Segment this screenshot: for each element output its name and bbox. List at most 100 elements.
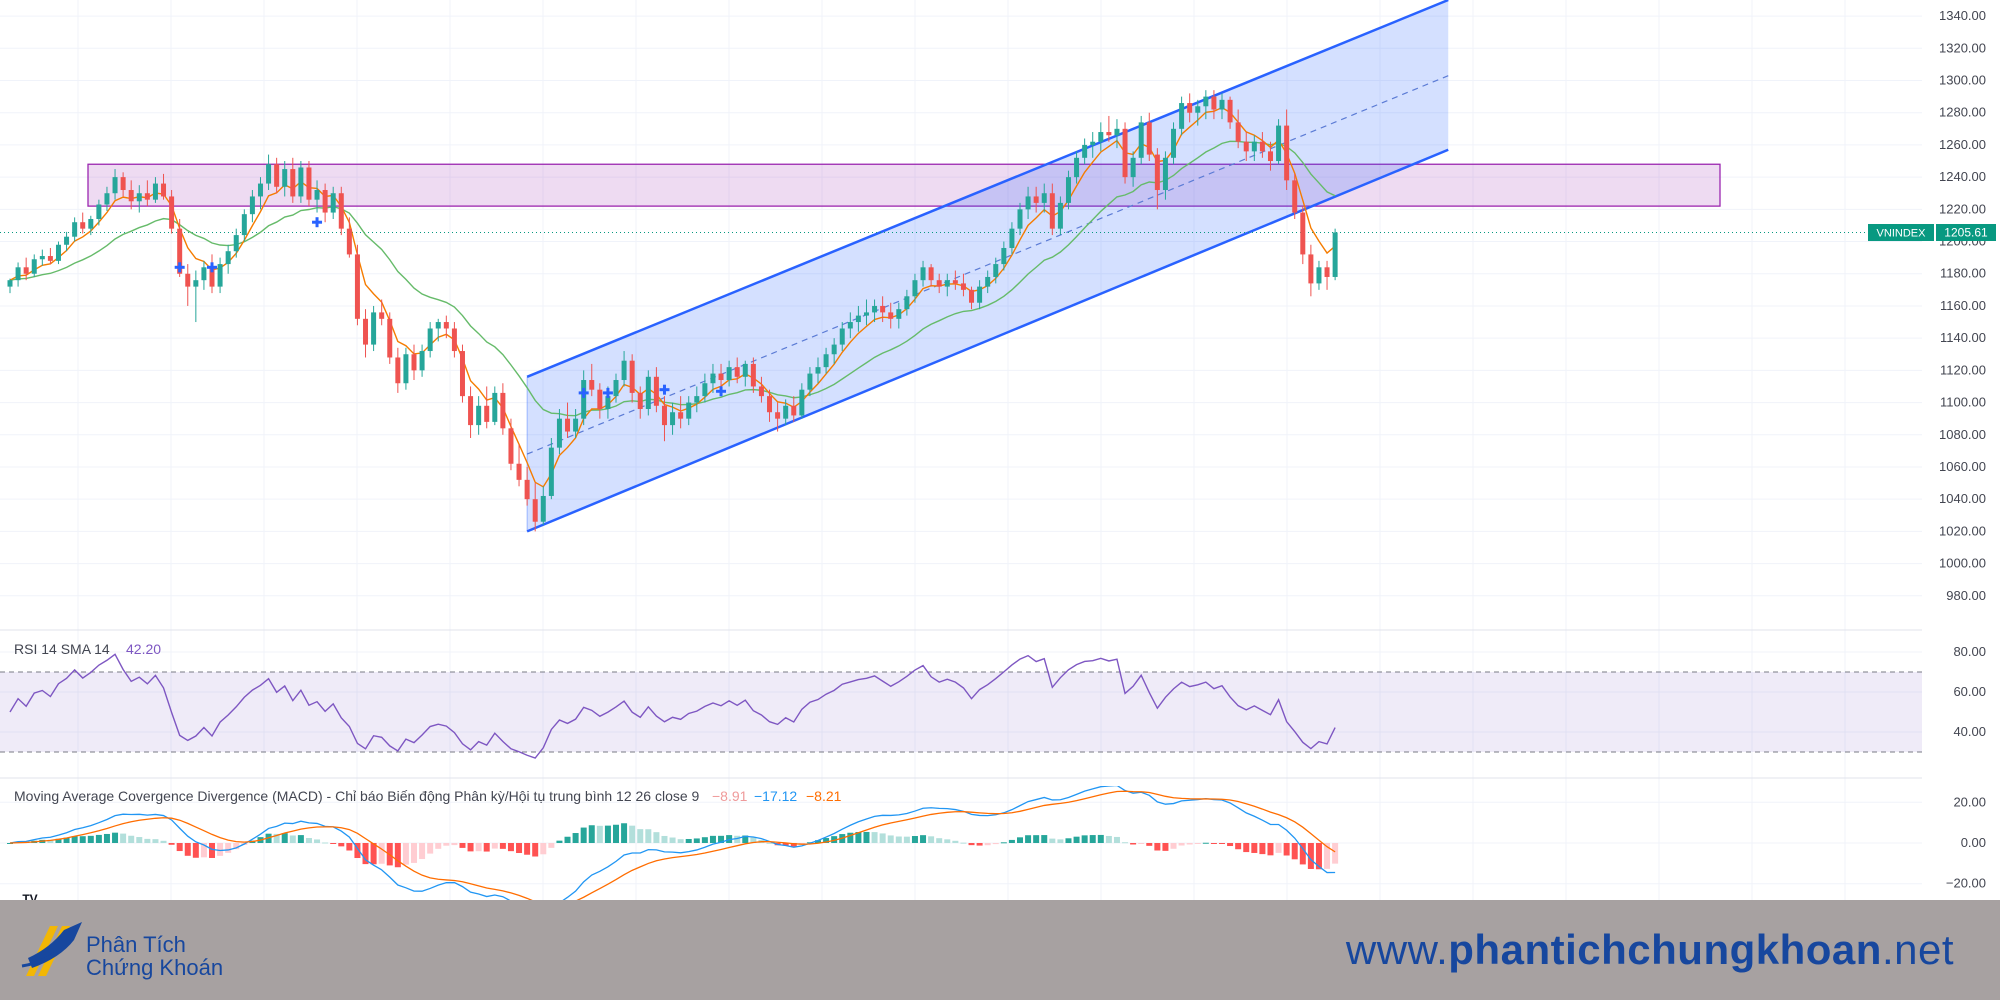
candle-body [306,167,312,200]
candle-body [23,267,29,274]
macd-signal-line [9,790,1336,900]
candle [330,186,336,219]
candle [233,228,239,258]
macd-histogram-bar [596,825,603,843]
candle-body [807,373,813,390]
cross-marker [659,384,670,395]
macd-histogram-bar [459,843,466,848]
macd-histogram-bar [645,829,652,843]
candle [718,363,724,390]
candle-body [387,318,393,358]
macd-histogram-bar [346,843,353,851]
macd-pane[interactable] [7,785,1339,915]
website-url[interactable]: www.phantichchungkhoan.net [1346,926,1954,974]
price-tick-label: 980.00 [1946,588,1986,603]
candle-body [944,280,950,287]
candle-body [112,177,118,194]
macd-histogram-bar [136,837,143,843]
cross-marker [602,387,613,398]
candle [969,286,975,310]
macd-histogram-bar [1307,843,1314,869]
macd-histogram-bar [556,840,563,843]
candle-body [581,380,587,419]
candle [306,161,312,207]
candle-body [1033,196,1039,203]
candle-body [274,164,280,187]
candle-body [1041,193,1047,203]
macd-histogram-bar [750,837,757,843]
macd-histogram-bar [815,840,821,843]
price-pane[interactable] [0,0,1922,533]
macd-histogram-bar [709,835,716,843]
macd-histogram-bar [305,838,312,843]
price-tick-label: 1040.00 [1939,491,1986,506]
candle-body [637,392,643,410]
candle-body [952,280,958,284]
candle [1219,93,1225,120]
candle-body [977,286,983,303]
candle [847,312,853,339]
cross-marker [578,387,589,398]
candle-body [758,386,764,397]
candle-body [1251,141,1257,152]
macd-histogram-bar [1113,836,1120,843]
macd-histogram-bar [669,837,676,843]
candle-body [185,273,191,287]
candle [758,376,764,403]
candle-body [694,396,700,403]
macd-histogram-bar [370,843,377,865]
candle-body [718,373,724,381]
candle-body [1203,96,1209,107]
candle [112,169,118,200]
macd-histogram-bar [233,843,240,850]
candle [379,299,385,326]
macd-histogram-bar [532,843,539,857]
candle [387,312,393,364]
macd-histogram-bar [120,833,127,843]
candle-body [1098,132,1104,142]
candle-body [88,218,94,229]
candle-body [863,312,869,316]
price-axis[interactable]: 1340.00 1320.00 1300.00 1280.00 1260.00 1240.… [1939,8,1986,891]
candle [476,396,482,435]
candle [451,322,457,358]
macd-histogram-bar [483,843,490,852]
candle-body [104,193,110,205]
price-tick-label: 1180.00 [1940,266,1986,281]
macd-histogram-bar [499,843,506,849]
macd-histogram-bar [160,840,167,843]
candle-body [912,280,918,297]
candle-body [904,296,910,310]
candle [31,254,37,277]
rsi-pane[interactable] [0,653,1922,759]
candle [1211,90,1217,120]
macd-histogram-bar [742,835,749,843]
candle-body [524,479,530,500]
candle-body [266,164,272,184]
macd-histogram-bar [1178,843,1185,846]
candle-body [298,167,304,197]
macd-histogram-bar [1081,835,1088,843]
macd-histogram-bar [1065,838,1072,843]
candle-body [791,405,797,416]
macd-histogram-bar [1315,843,1322,870]
candle-body [1082,144,1088,158]
rsi-band [0,672,1922,752]
candle-body [31,259,37,274]
candle-body [936,280,942,287]
macd-histogram-bar [1097,834,1104,843]
brand-logo[interactable] [20,918,250,984]
candle [1001,241,1007,271]
macd-histogram-bar [677,839,684,843]
candle [225,244,231,274]
candle-body [645,376,651,410]
candle-body [314,190,320,200]
macd-histogram-bar [273,833,280,843]
candle-body [508,428,514,464]
candle [144,180,150,207]
channel-fill [527,0,1449,532]
candle-body [1332,232,1338,277]
candle-body [468,396,474,426]
cross-marker [312,217,323,228]
